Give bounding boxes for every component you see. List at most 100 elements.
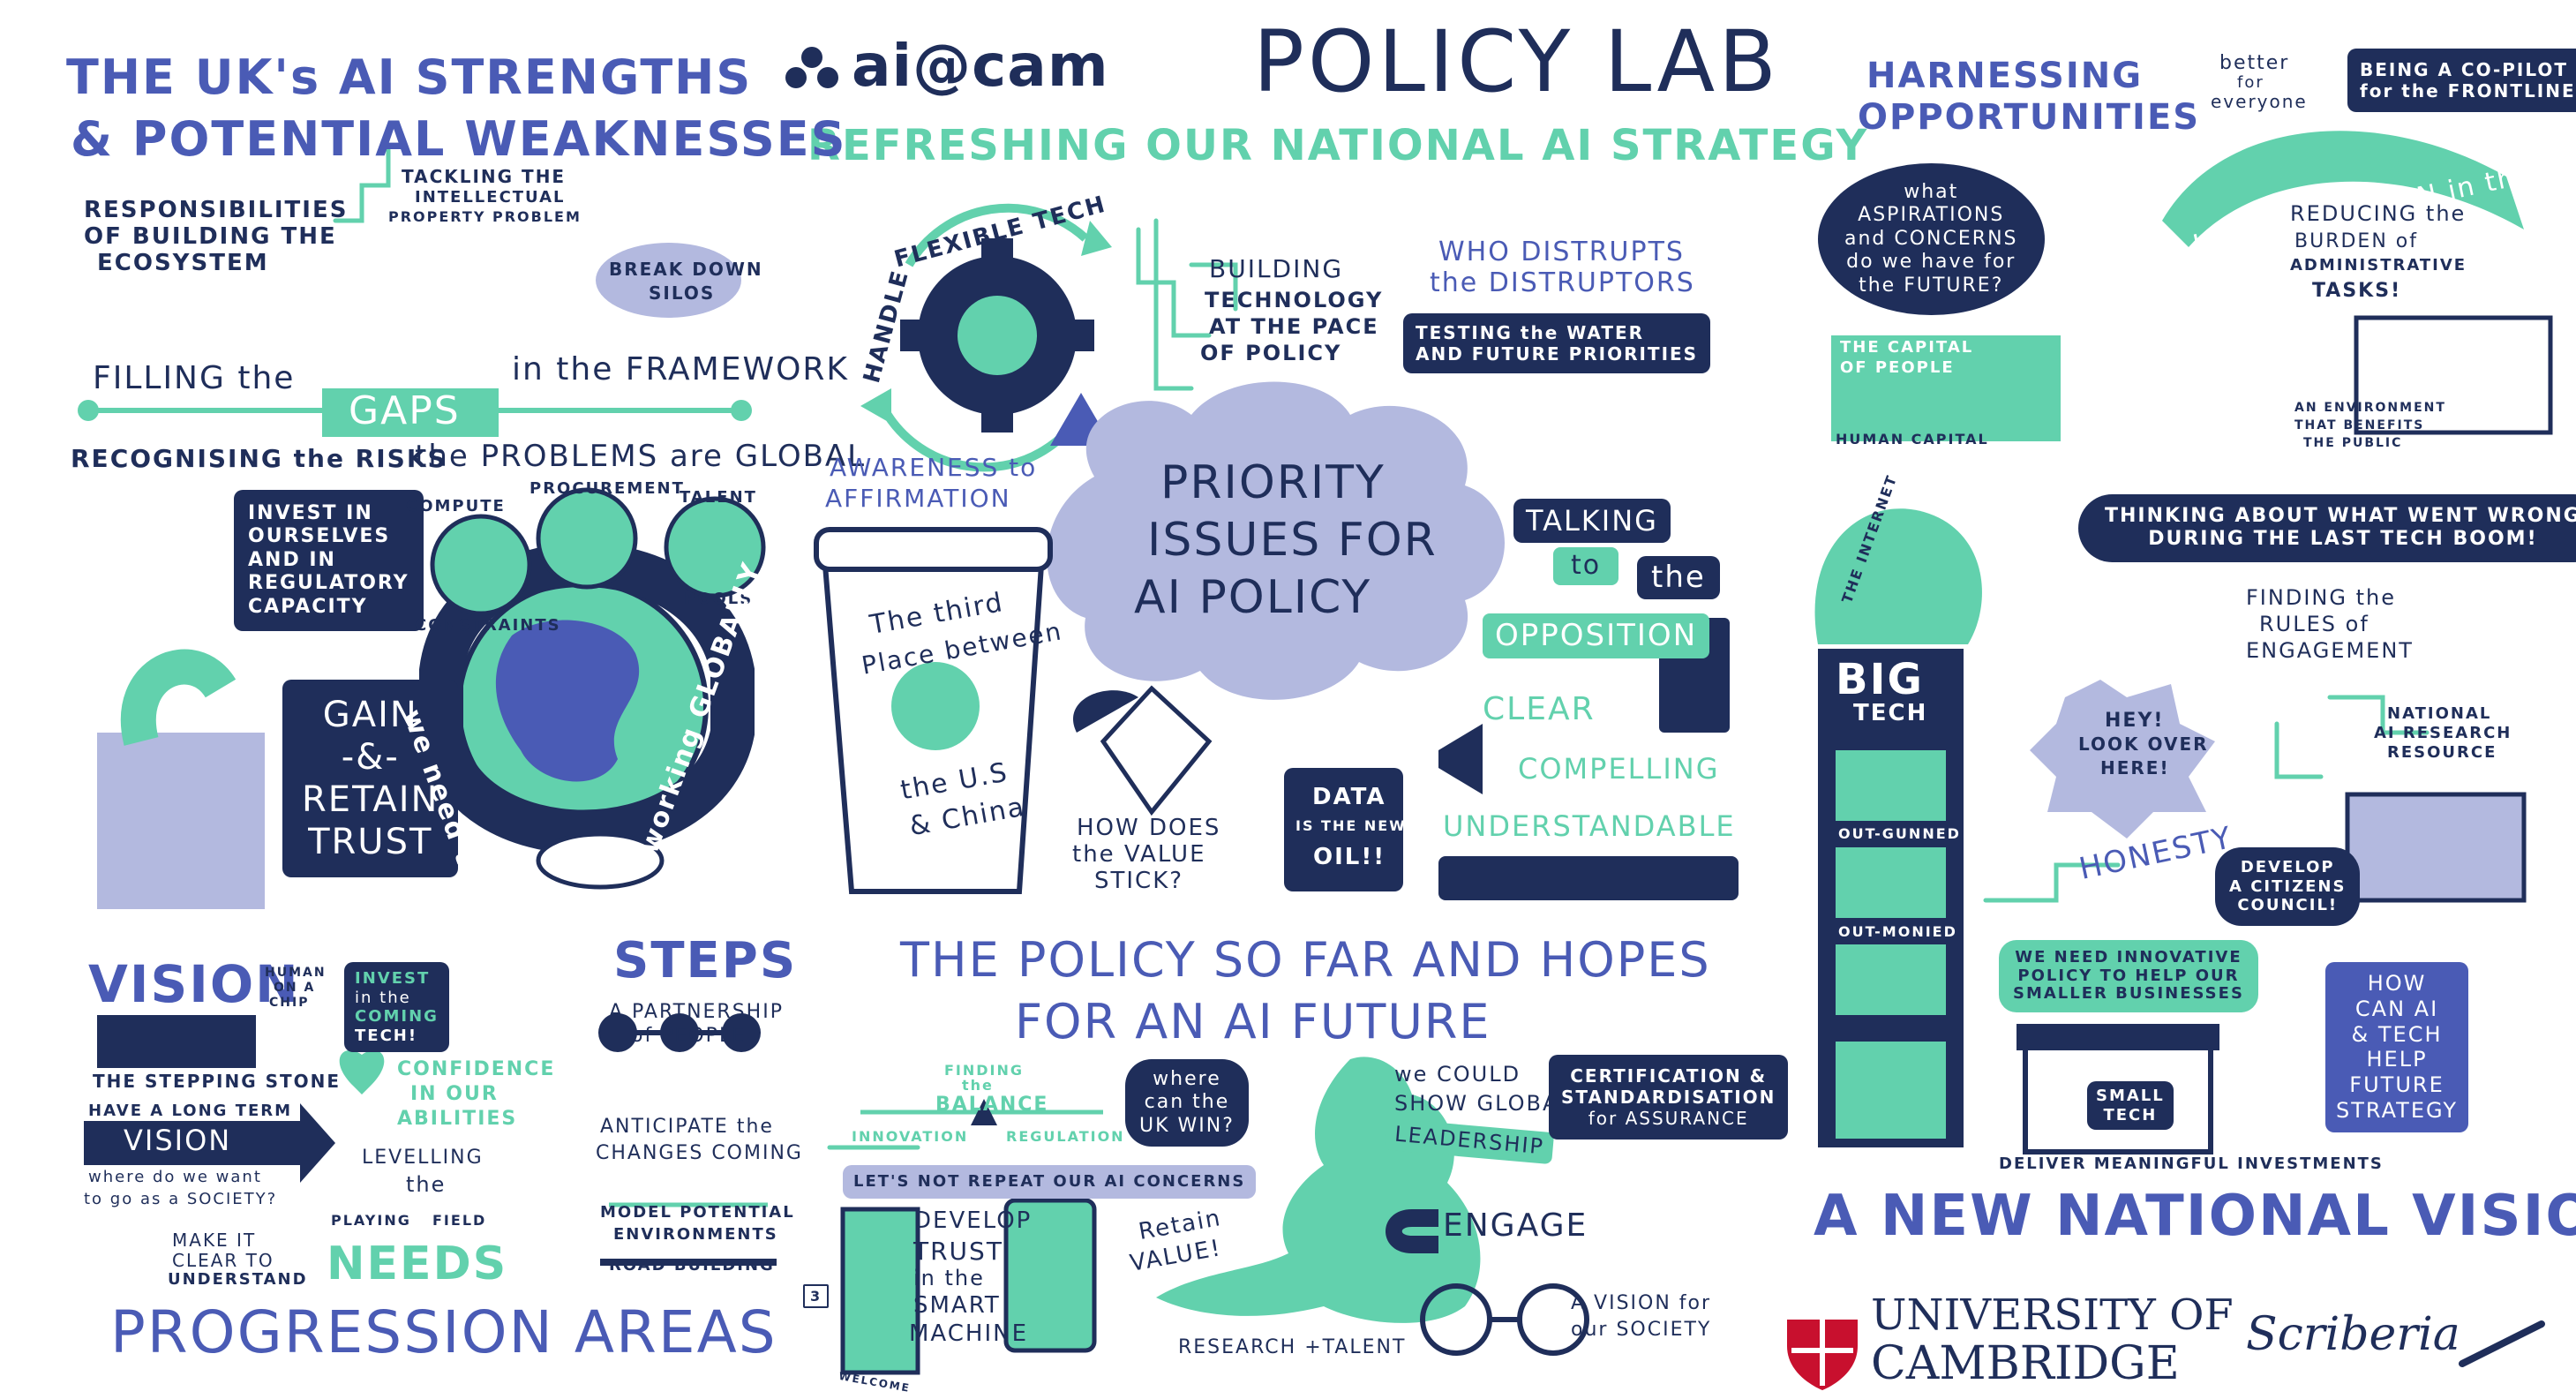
human-chip-label-2: ON A bbox=[274, 981, 316, 995]
levelling-label-2: the bbox=[406, 1172, 447, 1197]
finding-label-1: FINDING bbox=[944, 1062, 1025, 1079]
global-label-1: we COULD bbox=[1394, 1062, 1521, 1087]
filing-cabinet-icon bbox=[2354, 315, 2553, 435]
opposition-text: OPPOSITION bbox=[1495, 618, 1698, 653]
invest-box: INVEST IN OURSELVES AND IN REGULATORY CA… bbox=[234, 490, 424, 631]
hey-burst bbox=[2030, 680, 2215, 839]
capital-label-2: OF PEOPLE bbox=[1840, 358, 1955, 377]
responsibilities-3: ECOSYSTEM bbox=[97, 250, 269, 276]
rules-label-3: ENGAGEMENT bbox=[2246, 638, 2414, 663]
aspirations-line-2: ASPIRATIONS bbox=[1858, 204, 2005, 227]
deliver-label: DELIVER MEANINGFUL INVESTMENTS bbox=[1999, 1155, 2384, 1173]
talent-icon bbox=[664, 496, 766, 598]
human-chip-label-1: HUMAN bbox=[265, 966, 327, 980]
burden-label-2: BURDEN of bbox=[2294, 230, 2418, 252]
big-label: BIG bbox=[1836, 655, 1924, 704]
aspirations-line-4: do we have for bbox=[1846, 251, 2016, 274]
disrupts-label-1: WHO DISTRUPTS bbox=[1438, 237, 1685, 267]
clear-understand-1: MAKE IT bbox=[172, 1230, 257, 1251]
trust-panel bbox=[97, 733, 265, 909]
env-label-2: THAT BENEFITS bbox=[2294, 418, 2425, 432]
harnessing-title-1: HARNESSING bbox=[1866, 56, 2144, 96]
testing-line-1: TESTING the WATER bbox=[1416, 322, 1645, 343]
building-label-1: BUILDING bbox=[1209, 254, 1344, 283]
howcan-box: HOW CAN AI & TECH HELP FUTURE STRATEGY bbox=[2325, 962, 2469, 1132]
council-line-3: COUNCIL! bbox=[2237, 896, 2339, 915]
howcan-line-2: CAN AI bbox=[2354, 996, 2439, 1021]
gaps-label: GAPS bbox=[349, 388, 461, 433]
cloud-label-1: PRIORITY bbox=[1160, 456, 1386, 509]
wrong-box: THINKING ABOUT WHAT WENT WRONG DURING TH… bbox=[2078, 494, 2576, 562]
compute-icon bbox=[430, 514, 532, 616]
gain-line-4: TRUST bbox=[308, 822, 433, 862]
steps-label: STEPS bbox=[613, 932, 798, 989]
confidence-label-1: CONFIDENCE bbox=[397, 1058, 556, 1080]
invest-line-1: INVEST IN bbox=[248, 502, 373, 524]
trust-label-5: MACHINE bbox=[909, 1320, 1029, 1347]
logo-text: ai@cam bbox=[852, 32, 1109, 100]
regulation-label: REGULATION bbox=[1006, 1128, 1125, 1145]
confidence-label-3: ABILITIES bbox=[397, 1108, 518, 1130]
to-box: to bbox=[1553, 547, 1619, 585]
magnet-icon bbox=[1386, 1209, 1438, 1253]
the-text: the bbox=[1651, 560, 1706, 595]
trust-label-3: in the bbox=[913, 1266, 985, 1290]
howcan-line-4: HELP bbox=[2366, 1047, 2428, 1072]
model-label-2: ENVIRONMENTS bbox=[613, 1225, 778, 1244]
door-icon bbox=[840, 1207, 920, 1375]
building-label-2: TECHNOLOGY bbox=[1205, 288, 1384, 312]
copilot-box: BEING A CO-PILOT for the FRONTLINE bbox=[2347, 49, 2576, 112]
innovation-label: INNOVATION bbox=[852, 1128, 969, 1145]
problems-label: the PROBLEMS are GLOBAL bbox=[415, 439, 867, 474]
ip-label-2: INTELLECTUAL bbox=[415, 188, 566, 207]
society-label-2: to go as a SOCIETY? bbox=[84, 1190, 278, 1208]
diamond-icon bbox=[1100, 685, 1213, 816]
strengths-title-1: THE UK's AI STRENGTHS bbox=[66, 49, 753, 105]
vision-label: VISION bbox=[88, 954, 300, 1014]
ip-label-1: TACKLING THE bbox=[402, 166, 567, 187]
road-label: ROAD BUILDING bbox=[609, 1256, 775, 1275]
howcan-line-5: FUTURE bbox=[2349, 1072, 2445, 1098]
value-label-2: the VALUE bbox=[1072, 841, 1206, 868]
opposition-box: OPPOSITION bbox=[1483, 613, 1710, 659]
university-label-2: CAMBRIDGE bbox=[1871, 1337, 2180, 1390]
repeat-text: LET'S NOT REPEAT OUR AI CONCERNS bbox=[853, 1172, 1246, 1191]
data-label-2: IS THE NEW bbox=[1296, 817, 1407, 834]
confidence-label-2: IN OUR bbox=[410, 1083, 499, 1105]
page-subtitle: REFRESHING OUR NATIONAL AI STRATEGY bbox=[807, 121, 1869, 170]
society-vision-1: A VISION for bbox=[1571, 1292, 1712, 1314]
the-box: the bbox=[1637, 556, 1720, 599]
partnership-label-1: A PARTNERSHIP bbox=[609, 1001, 784, 1023]
compute-label-1: COMPUTE bbox=[406, 497, 506, 515]
burden-label-3: ADMINISTRATIVE bbox=[2290, 256, 2467, 275]
howcan-line-6: STRATEGY bbox=[2336, 1097, 2459, 1123]
env-label-1: AN ENVIRONMENT bbox=[2294, 401, 2446, 415]
flexible-arrow bbox=[905, 203, 1089, 267]
ukwin-line-3: UK WIN? bbox=[1139, 1114, 1235, 1137]
cloud-label-3: AI POLICY bbox=[1134, 571, 1372, 624]
gain-line-1: GAIN bbox=[322, 695, 418, 735]
ukwin-line-2: can the bbox=[1144, 1091, 1230, 1114]
elephant-icon bbox=[1814, 508, 1982, 644]
page-title: POLICY LAB bbox=[1253, 12, 1780, 111]
ukwin-line-1: where bbox=[1153, 1068, 1221, 1090]
needs-label: NEEDS bbox=[327, 1237, 508, 1290]
gain-line-3: RETAIN bbox=[302, 779, 439, 820]
clear-understand-3: UNDERSTAND bbox=[168, 1270, 308, 1289]
invest-line-2: OURSELVES bbox=[248, 525, 391, 548]
procurement-label: PROCUREMENT bbox=[529, 479, 685, 498]
megaphone-icon bbox=[1438, 724, 1483, 794]
aspirations-line-3: and CONCERNS bbox=[1844, 227, 2018, 250]
council-box: DEVELOP A CITIZENS COUNCIL! bbox=[2215, 847, 2361, 926]
cert-line-3: for ASSURANCE bbox=[1588, 1108, 1749, 1129]
responsibilities-1: RESPONSIBILITIES bbox=[84, 197, 349, 223]
cert-box: CERTIFICATION & STANDARDISATION for ASSU… bbox=[1549, 1055, 1789, 1140]
anticipate-label-1: ANTICIPATE the bbox=[600, 1116, 774, 1138]
invest-tech-line-4: TECH! bbox=[355, 1026, 418, 1045]
better-label-2: for bbox=[2237, 73, 2264, 92]
human-chip-label-3: CHIP bbox=[269, 996, 310, 1010]
priority-cloud bbox=[1047, 381, 1505, 700]
human-capital-label: HUMAN CAPITAL bbox=[1836, 431, 1989, 448]
levelling-label-1: LEVELLING bbox=[362, 1147, 484, 1169]
capital-label-1: THE CAPITAL bbox=[1840, 338, 1974, 357]
